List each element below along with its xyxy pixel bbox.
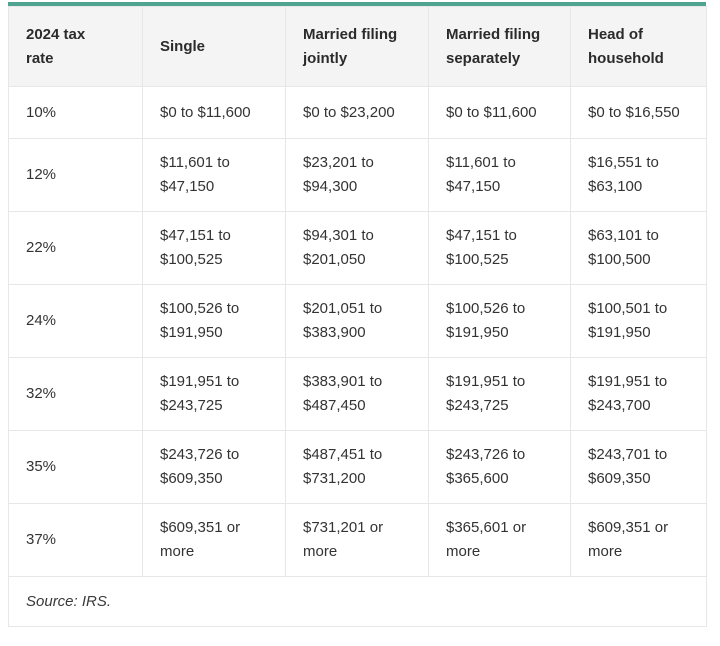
table-cell: $23,201 to $94,300 <box>285 138 429 212</box>
source-note: Source: IRS. <box>8 576 707 627</box>
source-row: Source: IRS. <box>8 576 707 627</box>
table-cell: $609,351 or more <box>570 503 707 577</box>
accent-top-border <box>8 2 706 6</box>
table-row-35pct: 35% $243,726 to $609,350 $487,451 to $73… <box>8 430 707 504</box>
table-cell: $94,301 to $201,050 <box>285 211 429 285</box>
table-cell: $365,601 or more <box>428 503 571 577</box>
table-cell: $609,351 or more <box>142 503 286 577</box>
table-cell: $731,201 or more <box>285 503 429 577</box>
table-cell: $191,951 to $243,725 <box>142 357 286 431</box>
tax-brackets-table: 2024 tax rate Single Married filing join… <box>8 6 707 627</box>
table-cell: $0 to $11,600 <box>428 86 571 139</box>
cell-rate: 32% <box>8 357 143 431</box>
table-cell: $487,451 to $731,200 <box>285 430 429 504</box>
table-cell: $11,601 to $47,150 <box>428 138 571 212</box>
cell-rate: 37% <box>8 503 143 577</box>
table-cell: $47,151 to $100,525 <box>142 211 286 285</box>
header-row: 2024 tax rate Single Married filing join… <box>8 6 707 87</box>
table-cell: $100,526 to $191,950 <box>428 284 571 358</box>
table-cell: $100,501 to $191,950 <box>570 284 707 358</box>
column-header-single: Single <box>142 6 286 87</box>
column-header-married-jointly: Married filing jointly <box>285 6 429 87</box>
table-cell: $243,701 to $609,350 <box>570 430 707 504</box>
tax-table-figure: 2024 tax rate Single Married filing join… <box>8 2 707 627</box>
table-row-12pct: 12% $11,601 to $47,150 $23,201 to $94,30… <box>8 138 707 212</box>
table-cell: $201,051 to $383,900 <box>285 284 429 358</box>
table-row-22pct: 22% $47,151 to $100,525 $94,301 to $201,… <box>8 211 707 285</box>
table-cell: $243,726 to $609,350 <box>142 430 286 504</box>
table-cell: $0 to $23,200 <box>285 86 429 139</box>
cell-rate: 10% <box>8 86 143 139</box>
table-row-10pct: 10% $0 to $11,600 $0 to $23,200 $0 to $1… <box>8 86 707 139</box>
table-cell: $100,526 to $191,950 <box>142 284 286 358</box>
table-cell: $0 to $16,550 <box>570 86 707 139</box>
cell-rate: 22% <box>8 211 143 285</box>
cell-rate: 35% <box>8 430 143 504</box>
table-row-37pct: 37% $609,351 or more $731,201 or more $3… <box>8 503 707 577</box>
column-header-tax-rate: 2024 tax rate <box>8 6 143 87</box>
table-cell: $191,951 to $243,725 <box>428 357 571 431</box>
table-cell: $63,101 to $100,500 <box>570 211 707 285</box>
table-cell: $191,951 to $243,700 <box>570 357 707 431</box>
table-cell: $383,901 to $487,450 <box>285 357 429 431</box>
table-cell: $16,551 to $63,100 <box>570 138 707 212</box>
column-header-head-of-household: Head of household <box>570 6 707 87</box>
table-row-32pct: 32% $191,951 to $243,725 $383,901 to $48… <box>8 357 707 431</box>
table-cell: $0 to $11,600 <box>142 86 286 139</box>
table-row-24pct: 24% $100,526 to $191,950 $201,051 to $38… <box>8 284 707 358</box>
cell-rate: 12% <box>8 138 143 212</box>
table-cell: $47,151 to $100,525 <box>428 211 571 285</box>
table-cell: $11,601 to $47,150 <box>142 138 286 212</box>
column-header-married-separately: Married filing separately <box>428 6 571 87</box>
cell-rate: 24% <box>8 284 143 358</box>
table-cell: $243,726 to $365,600 <box>428 430 571 504</box>
